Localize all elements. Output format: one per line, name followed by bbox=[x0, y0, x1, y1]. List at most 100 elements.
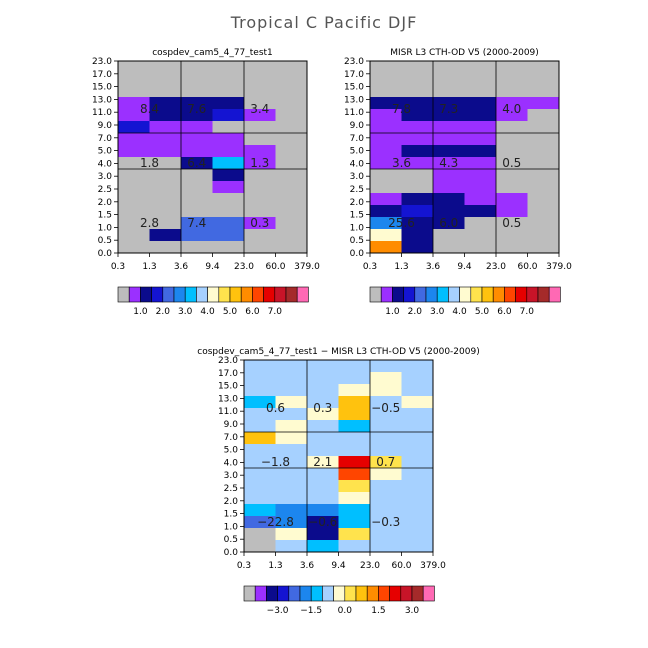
heatmap-cell bbox=[527, 73, 560, 86]
heatmap-cell bbox=[118, 193, 150, 206]
heatmap-cell bbox=[338, 408, 371, 421]
heatmap-cell bbox=[370, 61, 402, 74]
colorbar-label: −1.5 bbox=[300, 606, 322, 616]
heatmap-cell bbox=[212, 169, 245, 182]
heatmap-cell bbox=[401, 205, 434, 218]
y-tick-label: 15.0 bbox=[92, 83, 112, 93]
heatmap-cell bbox=[433, 61, 465, 74]
heatmap-cell bbox=[244, 408, 276, 421]
heatmap-cell bbox=[307, 492, 339, 505]
colorbar-swatch bbox=[411, 585, 424, 602]
group-total-label: 3.6 bbox=[392, 156, 411, 170]
group-total-label: 7.4 bbox=[187, 216, 206, 230]
heatmap-cell bbox=[433, 181, 465, 194]
y-tick-label: 1.0 bbox=[224, 522, 239, 532]
y-tick-label: 23.0 bbox=[344, 57, 364, 67]
x-tick-label: 23.0 bbox=[360, 561, 380, 571]
heatmap-cell bbox=[464, 121, 497, 134]
heatmap-cell bbox=[496, 205, 528, 218]
colorbar-label: 3.0 bbox=[405, 606, 420, 616]
colorbar-label: 1.0 bbox=[133, 307, 148, 317]
heatmap-cell bbox=[433, 205, 465, 218]
heatmap-cell bbox=[527, 205, 560, 218]
heatmap-cell bbox=[370, 181, 402, 194]
heatmap-cell bbox=[496, 97, 528, 110]
heatmap-cell bbox=[401, 157, 434, 170]
heatmap-cell bbox=[338, 396, 371, 409]
y-tick-label: 17.0 bbox=[92, 70, 112, 80]
group-total-label: 4.0 bbox=[502, 102, 521, 116]
heatmap-cell bbox=[338, 492, 371, 505]
heatmap-cell bbox=[527, 133, 560, 146]
colorbar-swatch bbox=[526, 286, 539, 303]
heatmap-cell bbox=[370, 408, 402, 421]
group-total-label: −0.3 bbox=[371, 515, 400, 529]
heatmap-cell bbox=[275, 420, 308, 433]
heatmap-cell bbox=[244, 480, 276, 493]
heatmap-cell bbox=[464, 181, 497, 194]
heatmap-cell bbox=[464, 109, 497, 122]
heatmap-cell bbox=[244, 540, 276, 553]
y-tick-label: 23.0 bbox=[92, 57, 112, 67]
colorbar-swatch bbox=[436, 286, 449, 303]
heatmap-cell bbox=[118, 73, 150, 86]
heatmap-cell bbox=[275, 145, 308, 158]
x-tick-label: 23.0 bbox=[486, 262, 506, 272]
heatmap-cell bbox=[370, 372, 402, 385]
heatmap-cell bbox=[370, 241, 402, 254]
y-tick-label: 9.0 bbox=[350, 121, 365, 131]
colorbar-label: 3.0 bbox=[430, 307, 445, 317]
heatmap-cell bbox=[275, 133, 308, 146]
heatmap-cell bbox=[401, 169, 434, 182]
heatmap-cell bbox=[244, 121, 276, 134]
heatmap-cell bbox=[244, 372, 276, 385]
colorbar-swatch bbox=[366, 585, 379, 602]
heatmap-cell bbox=[401, 384, 434, 397]
heatmap-cell bbox=[401, 432, 434, 445]
heatmap-cell bbox=[307, 384, 339, 397]
heatmap-cell bbox=[244, 145, 276, 158]
x-tick-label: 23.0 bbox=[234, 262, 254, 272]
heatmap-cell bbox=[370, 229, 402, 242]
heatmap-cell bbox=[275, 169, 308, 182]
heatmap-cell bbox=[370, 480, 402, 493]
colorbar-swatch bbox=[389, 585, 402, 602]
heatmap-cell bbox=[118, 181, 150, 194]
colorbar-swatch bbox=[229, 286, 242, 303]
x-tick-label: 3.6 bbox=[174, 262, 189, 272]
heatmap-cell bbox=[527, 121, 560, 134]
colorbar-1: 1.0 2.0 3.0 4.0 5.0 6.0 7.0 bbox=[117, 286, 309, 317]
heatmap-cell bbox=[464, 73, 497, 86]
heatmap-cell bbox=[118, 61, 150, 74]
y-tick-label: 7.0 bbox=[98, 134, 113, 144]
heatmap-cell bbox=[244, 456, 276, 469]
heatmap-cell bbox=[401, 145, 434, 158]
heatmap-cell bbox=[275, 516, 308, 529]
heatmap-cell bbox=[149, 241, 182, 254]
y-tick-label: 4.0 bbox=[350, 159, 365, 169]
heatmap-cell bbox=[275, 205, 308, 218]
x-tick-label: 9.4 bbox=[457, 262, 472, 272]
heatmap-cell bbox=[401, 360, 434, 373]
group-total-label: −1.8 bbox=[261, 455, 290, 469]
heatmap-cell bbox=[370, 504, 402, 517]
y-tick-label: 7.0 bbox=[350, 134, 365, 144]
heatmap-cell bbox=[212, 193, 245, 206]
panel-title: cospdev_cam5_4_77_test1 − MISR L3 CTH-OD… bbox=[197, 347, 479, 357]
heatmap-cell bbox=[338, 372, 371, 385]
heatmap-cell bbox=[307, 444, 339, 457]
heatmap-cell bbox=[401, 528, 434, 541]
colorbar-swatch bbox=[459, 286, 472, 303]
heatmap-cell bbox=[307, 540, 339, 553]
heatmap-cell bbox=[212, 145, 245, 158]
heatmap-cell bbox=[307, 456, 339, 469]
heatmap-cell bbox=[370, 145, 402, 158]
heatmap-cell bbox=[307, 372, 339, 385]
heatmap-cell bbox=[464, 169, 497, 182]
heatmap-cell bbox=[496, 61, 528, 74]
heatmap-cell bbox=[212, 109, 245, 122]
heatmap-cell bbox=[181, 97, 213, 110]
colorbar-swatch bbox=[196, 286, 208, 303]
heatmap-cell bbox=[370, 540, 402, 553]
